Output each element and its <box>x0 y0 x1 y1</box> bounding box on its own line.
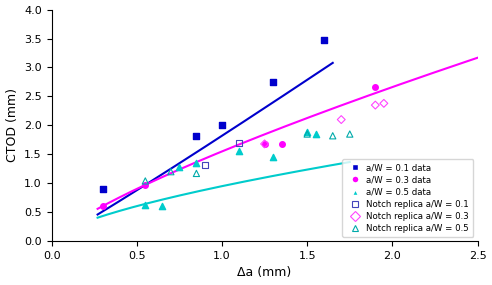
Point <box>176 165 184 169</box>
Point <box>201 162 209 167</box>
Point <box>158 204 166 209</box>
Point <box>192 171 200 176</box>
Point <box>303 130 311 135</box>
Point <box>371 103 379 107</box>
Point <box>261 142 269 146</box>
Point <box>371 84 379 89</box>
Point <box>380 101 388 106</box>
Point <box>99 187 107 191</box>
Point <box>141 203 149 207</box>
Point <box>277 142 285 146</box>
Legend: a/W = 0.1 data, a/W = 0.3 data, a/W = 0.5 data, Notch replica a/W = 0.1, Notch r: a/W = 0.1 data, a/W = 0.3 data, a/W = 0.… <box>342 159 473 237</box>
Point <box>269 155 277 160</box>
Point <box>192 133 200 138</box>
Point <box>346 132 354 136</box>
Point <box>329 133 337 138</box>
Point <box>269 80 277 84</box>
Point <box>320 38 328 42</box>
Point <box>99 204 107 209</box>
Point <box>303 132 311 136</box>
Point <box>235 141 243 145</box>
Point <box>338 117 345 122</box>
Point <box>192 161 200 165</box>
Point <box>261 142 269 146</box>
Y-axis label: CTOD (mm): CTOD (mm) <box>5 88 19 162</box>
Point <box>312 132 320 136</box>
Point <box>218 123 226 128</box>
Point <box>167 169 175 174</box>
X-axis label: Δa (mm): Δa (mm) <box>238 266 292 280</box>
Point <box>235 149 243 154</box>
Point <box>141 183 149 187</box>
Point <box>141 179 149 183</box>
